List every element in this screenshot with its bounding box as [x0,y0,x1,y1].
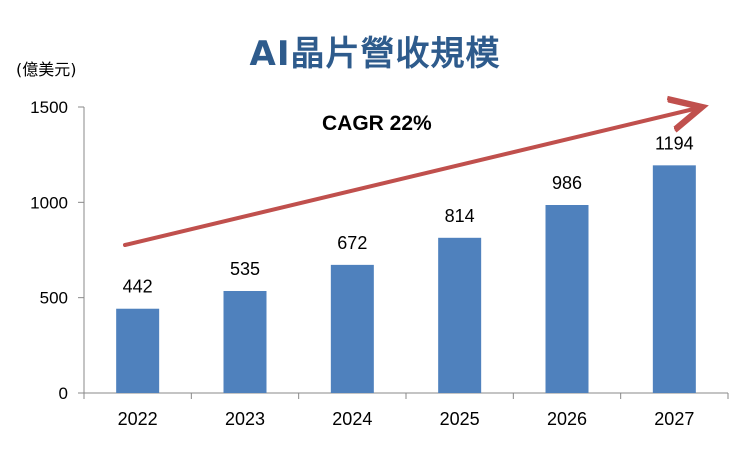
bar-value-label: 442 [123,277,153,297]
bar-value-label: 986 [552,173,582,193]
x-tick-label: 2026 [547,409,587,429]
x-tick-label: 2027 [654,409,694,429]
x-tick-label: 2024 [332,409,372,429]
x-tick-label: 2025 [440,409,480,429]
bar-2026 [545,205,589,393]
bar-2022 [116,308,160,393]
bar-2023 [223,290,267,393]
bar-2027 [652,165,696,393]
bar-value-label: 814 [445,206,475,226]
bar-value-label: 535 [230,259,260,279]
chart-title: AI晶片營收規模 [249,34,501,74]
y-tick-label: 1500 [30,98,68,117]
bar-2024 [330,264,374,393]
bar-value-label: 1194 [655,133,694,153]
x-tick-label: 2022 [118,409,158,429]
cagr-annotation: CAGR 22% [322,112,432,135]
y-axis-unit-label: (億美元) [16,60,77,79]
trend-arrow [123,108,698,247]
bar-value-label: 672 [337,233,367,253]
y-tick-label: 0 [59,384,68,403]
y-tick-label: 500 [40,289,68,308]
x-tick-label: 2023 [225,409,265,429]
y-tick-label: 1000 [30,193,68,212]
bar-2025 [438,237,482,393]
